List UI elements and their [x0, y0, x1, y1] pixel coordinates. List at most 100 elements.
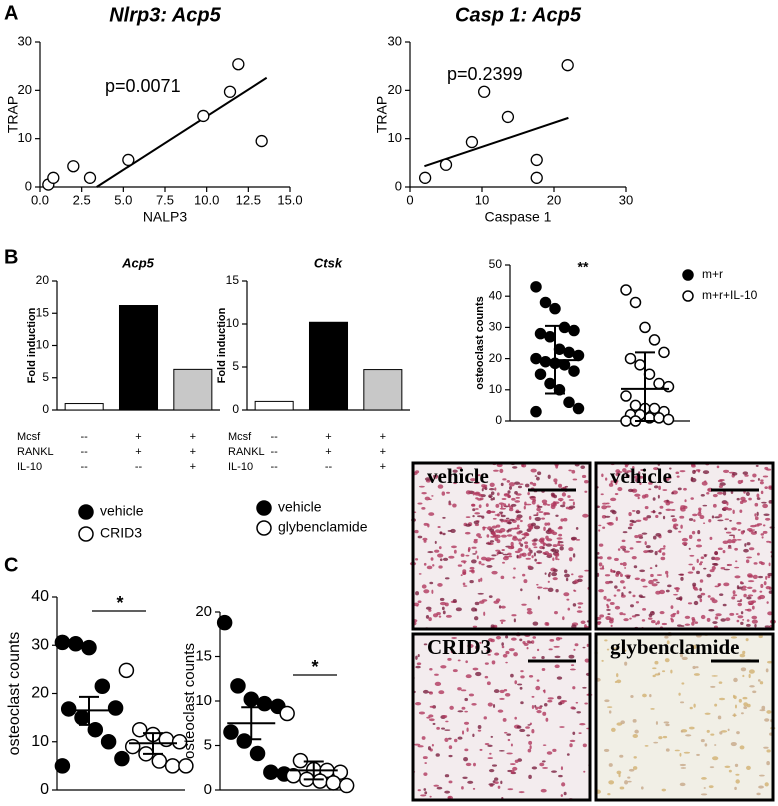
cell	[619, 612, 624, 616]
cell	[732, 594, 738, 597]
cell	[486, 564, 493, 568]
cell	[547, 699, 553, 703]
cell	[564, 485, 569, 488]
cell	[462, 582, 466, 586]
point	[249, 745, 266, 762]
legend-label: vehicle	[100, 503, 144, 519]
cell	[441, 491, 446, 496]
cell	[532, 542, 537, 546]
cell	[563, 592, 570, 597]
cell	[740, 611, 744, 615]
cell	[563, 517, 568, 522]
cell	[718, 513, 723, 518]
cell	[759, 481, 764, 485]
cell	[681, 537, 688, 542]
cell	[496, 492, 500, 496]
cell	[759, 590, 763, 593]
cell	[605, 580, 611, 585]
panel-label: C	[4, 554, 18, 576]
cell	[466, 727, 469, 732]
cell	[476, 555, 479, 560]
cell	[616, 588, 621, 592]
cell	[654, 550, 658, 556]
cell	[689, 706, 693, 710]
cell	[670, 617, 673, 621]
cell	[681, 682, 685, 685]
cell	[764, 782, 769, 787]
cell	[476, 533, 481, 537]
cell	[490, 638, 495, 643]
cell	[488, 495, 492, 498]
cell	[730, 741, 737, 747]
cell	[507, 503, 511, 508]
point	[563, 396, 575, 409]
cell	[474, 608, 478, 612]
cell	[646, 515, 652, 519]
point	[653, 377, 665, 390]
cell	[487, 702, 493, 707]
cell	[756, 497, 761, 500]
cell	[622, 548, 626, 551]
cell	[496, 539, 501, 544]
cell	[695, 666, 699, 669]
cell	[616, 770, 622, 775]
cell	[521, 537, 525, 540]
cell	[490, 624, 495, 629]
cell	[664, 477, 670, 482]
cell	[423, 772, 428, 776]
cell	[559, 726, 565, 728]
cell	[640, 469, 646, 471]
y-tick-label: 10	[226, 316, 240, 330]
cell	[580, 620, 586, 625]
cell	[433, 784, 440, 787]
cell	[651, 619, 656, 624]
cell	[499, 507, 507, 510]
cell	[445, 614, 452, 618]
cell	[427, 551, 434, 554]
cell	[657, 494, 660, 499]
cell	[603, 595, 607, 600]
cell	[656, 581, 660, 584]
cell	[502, 653, 508, 658]
treatment-cell: +	[190, 461, 196, 473]
cell	[471, 546, 477, 549]
cell	[496, 551, 499, 556]
micrograph-label: vehicle	[610, 464, 672, 488]
cell	[696, 558, 699, 563]
cell	[490, 535, 497, 538]
cell	[731, 527, 737, 531]
cell	[572, 478, 578, 481]
cell	[524, 541, 529, 545]
cell	[619, 573, 623, 578]
cell	[499, 689, 505, 694]
y-tick-label: 30	[31, 636, 49, 653]
cell	[507, 545, 515, 550]
cell	[501, 548, 505, 551]
cell	[424, 762, 428, 765]
cell	[694, 621, 699, 624]
point	[534, 368, 547, 380]
bar	[254, 400, 294, 411]
cell	[530, 640, 535, 644]
cell	[550, 492, 555, 497]
cell	[523, 579, 528, 584]
cell	[489, 482, 495, 487]
cell	[704, 743, 708, 747]
cell	[765, 668, 769, 673]
cell	[639, 481, 642, 486]
point	[151, 753, 168, 769]
cell	[649, 611, 655, 616]
cell	[633, 565, 638, 569]
cell	[543, 512, 550, 515]
cell	[638, 536, 644, 539]
cell	[607, 521, 614, 526]
cell	[557, 695, 562, 700]
cell	[489, 752, 492, 755]
cell	[717, 547, 723, 551]
cell	[420, 794, 427, 797]
cell	[727, 547, 732, 549]
cell	[495, 635, 502, 640]
cell	[674, 749, 680, 752]
cell	[606, 598, 611, 602]
cell	[696, 753, 700, 756]
